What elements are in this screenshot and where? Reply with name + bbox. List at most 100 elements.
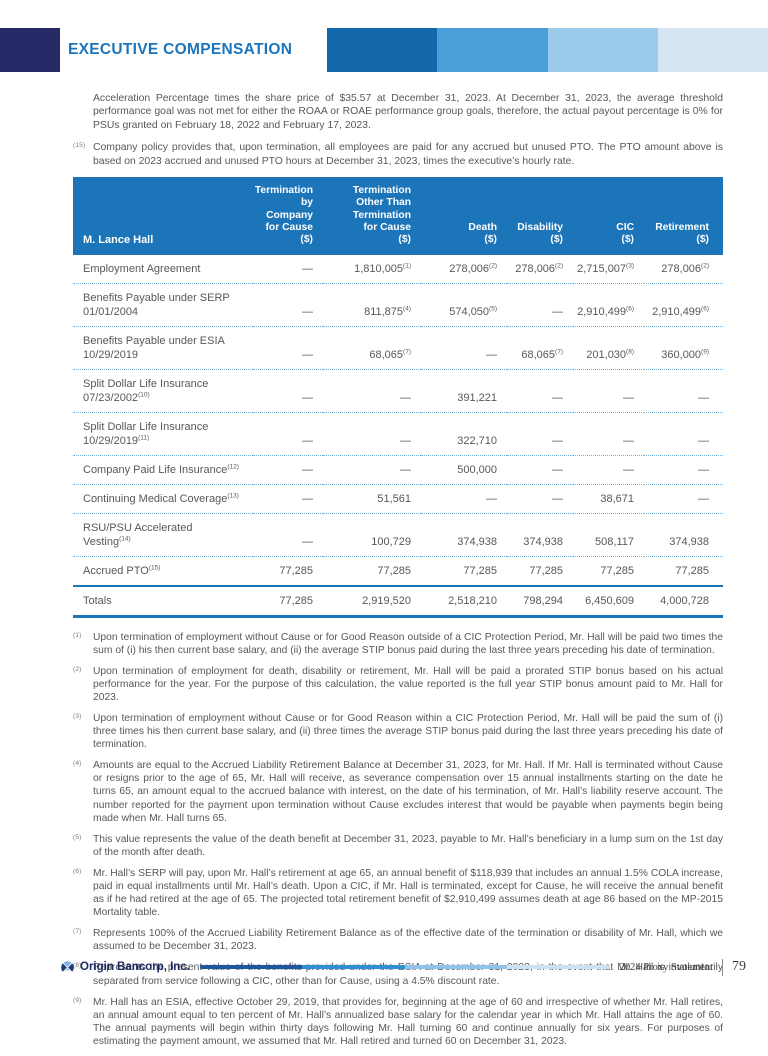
table-row: Benefits Payable under ESIA 10/29/2019 — 68… xyxy=(73,326,723,370)
cell-value: — xyxy=(302,262,313,275)
header-bar-segment-4 xyxy=(657,28,768,72)
cell-value: 51,561 xyxy=(377,492,411,505)
cell-value: 500,000 xyxy=(457,463,497,476)
value-cell: 391,221 xyxy=(421,369,507,413)
footnote-text: Amounts are equal to the Accrued Liabili… xyxy=(93,760,723,824)
compensation-table: M. Lance Hall Termination by Company for … xyxy=(73,177,723,618)
top-note: Acceleration Percentage times the share … xyxy=(73,92,723,132)
cell-value: — xyxy=(698,434,709,447)
origin-bancorp-logo-icon xyxy=(61,960,74,972)
cell-value: — xyxy=(302,305,313,318)
cell-value: — xyxy=(302,463,313,476)
value-cell: 77,285 xyxy=(253,584,323,618)
row-label: Continuing Medical Coverage(13) xyxy=(73,484,253,514)
cell-footnote-ref: (3) xyxy=(626,261,634,269)
table-row: Split Dollar Life Insurance 10/29/2019(11… xyxy=(73,412,723,456)
footnote-marker: (4) xyxy=(73,760,82,768)
cell-value: 374,938 xyxy=(523,535,563,548)
footnote-text: Mr. Hall’s SERP will pay, upon Mr. Hall’… xyxy=(93,867,723,919)
cell-value: 68,065 xyxy=(521,348,556,361)
row-footnote-ref: (14) xyxy=(119,534,131,542)
value-cell: — xyxy=(253,513,323,557)
footnote: (6) Mr. Hall’s SERP will pay, upon Mr. Ha… xyxy=(73,867,723,919)
cell-footnote-ref: (6) xyxy=(701,304,709,312)
footer-divider xyxy=(722,958,723,976)
value-cell: 278,006(2) xyxy=(421,254,507,284)
value-cell: 500,000 xyxy=(421,455,507,485)
cell-footnote-ref: (2) xyxy=(555,261,563,269)
row-label-line: 10/29/2019 xyxy=(83,348,139,361)
footnote-marker: (3) xyxy=(73,712,82,720)
navy-accent-block xyxy=(0,28,60,72)
cell-value: — xyxy=(552,434,563,447)
row-label: Benefits Payable under SERP 01/01/2004 xyxy=(73,283,253,327)
cell-value: — xyxy=(302,492,313,505)
footnote-text: Upon termination of employment without C… xyxy=(93,712,723,751)
cell-value: — xyxy=(552,391,563,404)
value-cell: 2,715,007(3) xyxy=(573,254,644,284)
footnote-text: Acceleration Percentage times the share … xyxy=(93,93,723,131)
row-label-line: Accrued PTO(15) xyxy=(83,563,161,577)
row-label-line: Totals xyxy=(83,594,112,607)
value-cell: — xyxy=(507,484,573,514)
value-cell: — xyxy=(323,455,421,485)
cell-value: — xyxy=(623,434,634,447)
header-band: EXECUTIVE COMPENSATION xyxy=(0,28,768,72)
cell-value: 68,065 xyxy=(369,348,404,361)
cell-value: 38,671 xyxy=(600,492,634,505)
footnote-marker: (8) xyxy=(73,962,82,970)
footnote: (3) Upon termination of employment withou… xyxy=(73,712,723,751)
cell-value: — xyxy=(698,391,709,404)
value-cell: 201,030(8) xyxy=(573,326,644,370)
row-label-line: 01/01/2004 xyxy=(83,305,139,318)
cell-value: 811,875 xyxy=(364,305,404,318)
value-cell: — xyxy=(507,369,573,413)
footnote: (5) This value represents the value of th… xyxy=(73,833,723,859)
cell-value: 278,006 xyxy=(661,262,702,275)
cell-value: — xyxy=(552,463,563,476)
value-cell: 77,285 xyxy=(323,556,421,586)
value-cell: — xyxy=(644,412,723,456)
value-cell: — xyxy=(421,326,507,370)
value-cell: — xyxy=(644,484,723,514)
value-cell: — xyxy=(253,326,323,370)
footnote-text: Represents 100% of the Accrued Liability… xyxy=(93,928,723,953)
cell-footnote-ref: (2) xyxy=(701,261,709,269)
value-cell: 100,729 xyxy=(323,513,421,557)
header-bar-segment-2 xyxy=(437,28,548,72)
table-row: Employment Agreement —1,810,005(1) 278,006… xyxy=(73,254,723,284)
cell-value: 278,006 xyxy=(449,262,490,275)
page-title: EXECUTIVE COMPENSATION xyxy=(68,41,293,58)
footnote-marker: (1) xyxy=(73,631,82,639)
cell-value: 201,030 xyxy=(586,348,627,361)
value-cell: 360,000(9) xyxy=(644,326,723,370)
cell-value: 77,285 xyxy=(279,564,313,577)
table-row: Continuing Medical Coverage(13) — 51,561 — —… xyxy=(73,484,723,514)
cell-value: 360,000 xyxy=(661,348,702,361)
value-cell: 798,294 xyxy=(507,584,573,618)
cell-value: — xyxy=(400,463,411,476)
footer-bar-segment-1 xyxy=(199,965,303,969)
footnote-marker: (7) xyxy=(73,928,82,936)
value-cell: 77,285 xyxy=(573,556,644,586)
table-header: M. Lance Hall Termination by Company for … xyxy=(73,177,723,255)
table-row: Benefits Payable under SERP 01/01/2004 — 81… xyxy=(73,283,723,327)
value-cell: 77,285 xyxy=(253,556,323,586)
value-cell: — xyxy=(253,283,323,327)
value-cell: 77,285 xyxy=(644,556,723,586)
cell-value: 278,006 xyxy=(515,262,556,275)
cell-footnote-ref: (1) xyxy=(403,261,411,269)
cell-value: 6,450,609 xyxy=(585,594,634,607)
value-cell: 2,910,499(6) xyxy=(573,283,644,327)
cell-value: — xyxy=(302,391,313,404)
value-cell: 77,285 xyxy=(507,556,573,586)
proxy-statement-label: 2024 Proxy Statement xyxy=(619,961,713,973)
footnote-marker: (2) xyxy=(73,665,82,673)
value-cell: 77,285 xyxy=(421,556,507,586)
footnote-marker: (5) xyxy=(73,833,82,841)
value-cell: 38,671 xyxy=(573,484,644,514)
top-notes: Acceleration Percentage times the share … xyxy=(73,92,723,168)
footnote-text: Upon termination of employment for death… xyxy=(93,665,723,703)
value-cell: — xyxy=(253,369,323,413)
footnote-marker: (15) xyxy=(73,142,86,150)
